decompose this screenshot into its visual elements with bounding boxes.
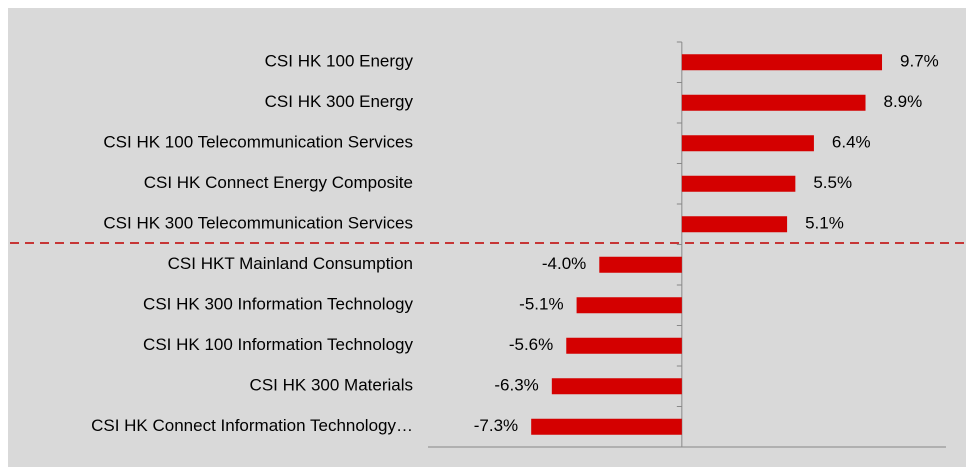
bar bbox=[681, 216, 788, 233]
bar bbox=[531, 418, 682, 435]
data-label: 6.4% bbox=[832, 133, 871, 152]
bar bbox=[681, 54, 883, 71]
category-label: CSI HK Connect Energy Composite bbox=[144, 173, 413, 192]
data-label: 5.5% bbox=[813, 173, 852, 192]
category-label: CSI HK Connect Information Technology… bbox=[91, 416, 413, 435]
category-label: CSI HK 100 Telecommunication Services bbox=[103, 133, 413, 152]
data-label: 5.1% bbox=[805, 214, 844, 233]
category-label: CSI HK 300 Energy bbox=[265, 92, 414, 111]
bar bbox=[551, 378, 682, 395]
bar bbox=[599, 256, 682, 273]
data-label: 8.9% bbox=[884, 92, 923, 111]
category-label: CSI HKT Mainland Consumption bbox=[168, 254, 413, 273]
category-label: CSI HK 100 Energy bbox=[265, 52, 414, 71]
bar bbox=[576, 297, 682, 314]
bar bbox=[566, 337, 682, 354]
data-label: -4.0% bbox=[542, 254, 586, 273]
background bbox=[8, 8, 966, 467]
data-label: -7.3% bbox=[474, 416, 518, 435]
data-label: 9.7% bbox=[900, 52, 939, 71]
category-label: CSI HK 300 Telecommunication Services bbox=[103, 214, 413, 233]
category-label: CSI HK 300 Materials bbox=[250, 376, 413, 395]
data-label: -5.6% bbox=[509, 335, 553, 354]
bar bbox=[681, 135, 814, 152]
category-label: CSI HK 100 Information Technology bbox=[143, 335, 413, 354]
bar bbox=[681, 175, 796, 192]
data-label: -5.1% bbox=[519, 295, 563, 314]
data-label: -6.3% bbox=[494, 376, 538, 395]
category-label: CSI HK 300 Information Technology bbox=[143, 295, 413, 314]
bar bbox=[681, 94, 866, 111]
